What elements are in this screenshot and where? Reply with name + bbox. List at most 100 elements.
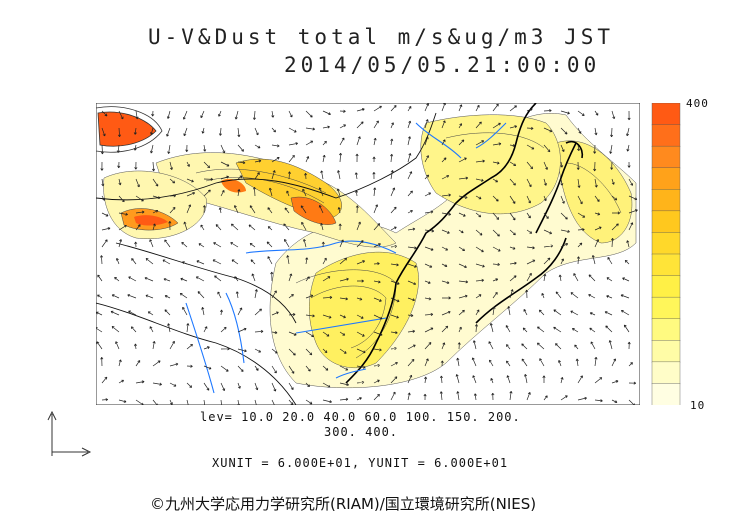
wind-arrow	[305, 331, 315, 337]
wind-arrow	[169, 161, 173, 170]
wind-arrow	[473, 393, 477, 401]
wind-arrow	[509, 144, 516, 148]
wind-arrow	[407, 190, 413, 197]
coastlines	[345, 103, 584, 384]
wind-arrow	[458, 263, 467, 269]
wind-arrow	[322, 331, 330, 337]
wind-arrow	[390, 376, 398, 384]
wind-arrow	[372, 156, 376, 163]
wind-arrow	[167, 144, 171, 154]
wind-arrow	[560, 144, 565, 152]
wind-arrow	[407, 210, 413, 214]
wind-arrow	[472, 375, 477, 384]
wind-arrow	[305, 156, 310, 163]
wind-arrow	[339, 365, 349, 371]
wind-arrow	[491, 392, 495, 401]
wind-arrow	[251, 273, 256, 282]
wind-arrow	[543, 229, 552, 235]
wind-arrow	[560, 161, 564, 168]
wind-arrow	[338, 223, 342, 231]
wind-arrow	[441, 310, 451, 316]
wind-arrow	[254, 365, 259, 371]
wind-arrow	[169, 340, 175, 350]
wind-arrow	[390, 187, 396, 197]
scale-cell	[651, 145, 681, 169]
wind-arrow	[589, 312, 596, 316]
wind-arrow	[439, 375, 443, 384]
wind-arrow	[197, 291, 205, 299]
wind-arrow	[186, 178, 194, 183]
wind-arrow	[526, 392, 531, 401]
wind-arrow	[284, 207, 290, 214]
wind-arrow	[543, 144, 551, 153]
wind-arrow	[135, 178, 140, 188]
wind-arrow	[373, 297, 382, 302]
wind-arrow	[390, 153, 394, 163]
wind-arrow	[305, 365, 311, 372]
wind-arrow	[424, 342, 432, 350]
wind-arrow	[356, 108, 365, 112]
wind-arrow	[390, 297, 400, 303]
wind-arrow	[180, 277, 188, 282]
wind-arrow	[271, 311, 279, 316]
wind-arrow	[249, 205, 256, 214]
wind-arrow	[220, 161, 230, 167]
wind-arrow	[555, 291, 562, 299]
wind-arrow	[101, 398, 109, 402]
wind-arrow	[577, 396, 587, 401]
wind-arrow	[628, 399, 636, 405]
scale-cell	[651, 340, 681, 363]
wind-arrow	[620, 310, 630, 316]
wind-arrow	[543, 273, 547, 282]
wind-arrow	[458, 309, 465, 316]
wind-arrow	[101, 227, 111, 231]
wind-arrow	[322, 154, 326, 163]
wind-arrow	[128, 310, 137, 316]
wind-arrow	[322, 365, 329, 371]
wind-arrow	[181, 241, 188, 248]
wind-arrow	[505, 325, 511, 333]
wind-arrow	[424, 192, 432, 197]
wind-arrow	[373, 331, 383, 336]
wind-arrow	[100, 357, 104, 367]
wind-arrow	[118, 110, 124, 120]
wind-arrow	[354, 172, 358, 180]
wind-arrow	[254, 172, 260, 180]
wind-arrow	[288, 399, 294, 405]
wind-arrow	[134, 241, 138, 248]
wind-arrow	[509, 289, 514, 299]
copyright-text: ©九州大学応用力学研究所(RIAM)/国立環境研究所(NIES)	[150, 495, 537, 513]
scale-cell	[651, 383, 681, 405]
wind-arrow	[594, 226, 602, 231]
wind-arrow	[475, 195, 482, 200]
wind-arrow	[96, 311, 103, 316]
scale-min-label: 10	[690, 399, 706, 412]
wind-arrow	[101, 127, 106, 137]
wind-arrow	[198, 243, 205, 248]
wind-arrow	[213, 242, 222, 248]
wind-arrow	[611, 238, 615, 248]
wind-arrow	[305, 314, 315, 318]
wind-arrow	[203, 382, 210, 391]
wind-arrow	[169, 194, 177, 198]
wind-arrow	[163, 277, 171, 282]
wind-arrow	[145, 294, 154, 299]
wind-arrow	[390, 122, 394, 129]
wind-arrow	[321, 241, 325, 248]
wind-arrow	[623, 324, 630, 333]
wind-arrow	[441, 246, 449, 251]
wind-arrow	[509, 275, 517, 282]
wind-arrow	[152, 178, 159, 187]
wind-arrow	[230, 242, 239, 248]
dust-band-east	[420, 114, 561, 215]
wind-arrow	[492, 306, 496, 316]
wind-arrow	[201, 307, 205, 316]
wind-arrow	[101, 195, 106, 201]
scale-cell	[651, 124, 681, 147]
wind-arrow	[118, 195, 125, 203]
wind-arrow	[150, 127, 154, 135]
wind-arrow	[541, 293, 545, 299]
wind-arrow	[492, 229, 500, 237]
wind-arrow	[96, 341, 103, 350]
wind-arrow	[356, 348, 366, 354]
